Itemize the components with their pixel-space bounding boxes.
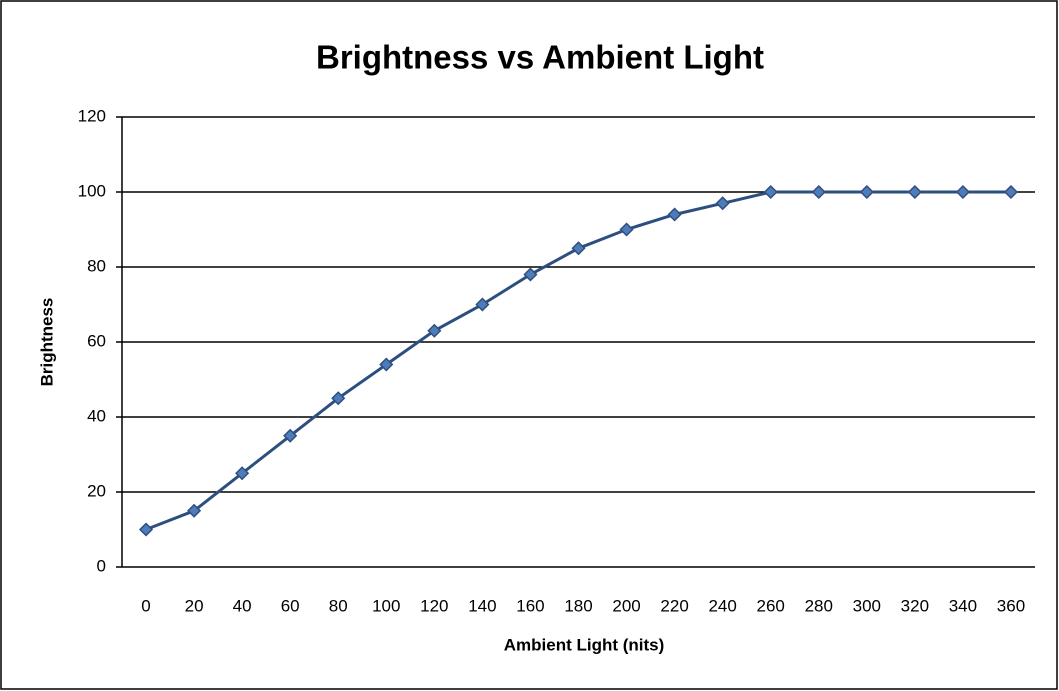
data-point xyxy=(811,184,826,200)
data-point xyxy=(427,323,442,338)
data-point xyxy=(187,503,202,518)
y-tick-label: 0 xyxy=(97,556,106,575)
x-tick-label: 240 xyxy=(708,596,736,615)
data-point xyxy=(859,184,874,200)
x-tick-label: 340 xyxy=(949,596,977,615)
data-point xyxy=(571,241,586,256)
data-point xyxy=(955,184,970,200)
data-point xyxy=(475,297,490,312)
data-point xyxy=(763,184,778,200)
x-tick-label: 300 xyxy=(853,596,881,615)
data-point xyxy=(283,428,298,443)
data-point xyxy=(138,522,154,537)
y-tick-label: 100 xyxy=(78,181,106,200)
data-point xyxy=(907,184,922,200)
x-tick-label: 20 xyxy=(185,596,204,615)
data-point xyxy=(1003,184,1019,200)
x-tick-label: 60 xyxy=(281,596,300,615)
y-tick-label: 120 xyxy=(78,106,106,125)
data-point xyxy=(715,196,730,211)
chart-title: Brightness vs Ambient Light xyxy=(316,39,764,76)
data-point xyxy=(667,207,682,222)
x-tick-label: 280 xyxy=(805,596,833,615)
data-point xyxy=(235,466,250,481)
x-tick-label: 200 xyxy=(612,596,640,615)
y-tick-label: 20 xyxy=(87,481,106,500)
y-axis-label: Brightness xyxy=(37,298,56,387)
x-tick-label: 140 xyxy=(468,596,496,615)
y-tick-label: 60 xyxy=(87,331,106,350)
data-point xyxy=(523,267,538,282)
x-tick-label: 220 xyxy=(660,596,688,615)
x-tick-label: 160 xyxy=(516,596,544,615)
data-point xyxy=(619,222,634,237)
y-tick-label: 80 xyxy=(87,256,106,275)
x-tick-label: 320 xyxy=(901,596,929,615)
x-tick-label: 180 xyxy=(564,596,592,615)
x-tick-label: 40 xyxy=(233,596,252,615)
x-tick-label: 260 xyxy=(757,596,785,615)
y-tick-label: 40 xyxy=(87,406,106,425)
data-point xyxy=(379,357,394,372)
x-tick-label: 0 xyxy=(141,596,150,615)
x-axis-label: Ambient Light (nits) xyxy=(504,635,665,654)
x-tick-label: 120 xyxy=(420,596,448,615)
x-tick-label: 80 xyxy=(329,596,348,615)
x-tick-label: 100 xyxy=(372,596,400,615)
data-point xyxy=(331,391,346,406)
x-tick-label: 360 xyxy=(997,596,1025,615)
